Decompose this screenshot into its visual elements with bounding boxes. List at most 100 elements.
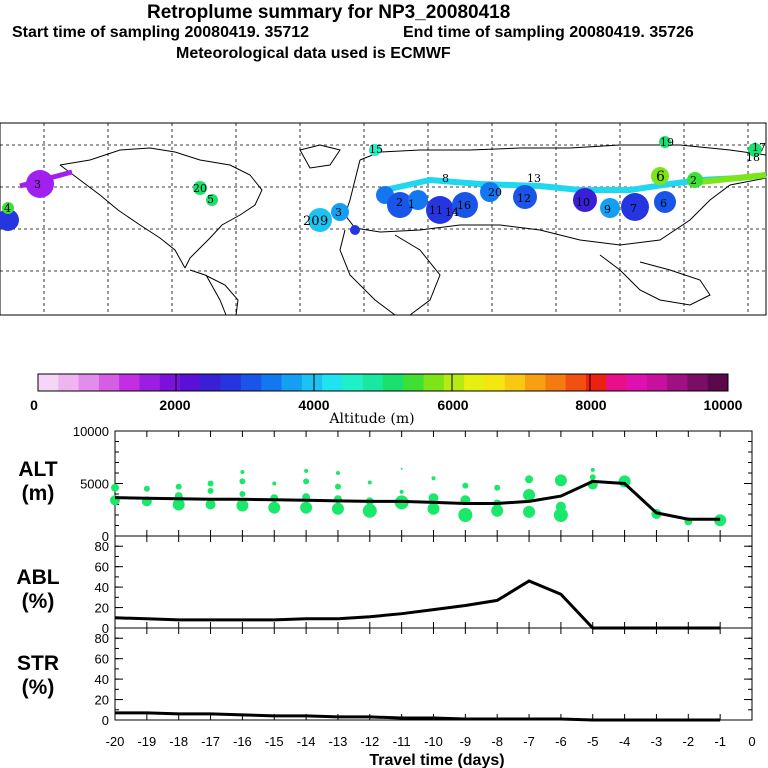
plume-label: 1 <box>408 198 415 211</box>
panel-frame <box>114 535 753 629</box>
plume-label: 10 <box>576 196 590 209</box>
colorbar-tick: 6000 <box>437 397 468 413</box>
y-tick-label: 80 <box>95 631 109 646</box>
alt-point <box>172 498 185 511</box>
alt-point <box>400 467 403 470</box>
alt-point <box>554 474 567 487</box>
colorbar-swatch <box>58 374 80 391</box>
plume-label: 6 <box>660 197 667 210</box>
colorbar-tick: 8000 <box>575 397 606 413</box>
colorbar-swatch <box>606 374 628 391</box>
alt-point <box>525 475 534 484</box>
x-tick-label: -16 <box>233 734 252 749</box>
colorbar-swatch <box>322 374 343 391</box>
colorbar-swatch <box>200 374 222 391</box>
y-tick-label: 5000 <box>80 477 109 492</box>
colorbar-swatch <box>545 374 567 391</box>
colorbar-swatch <box>646 374 668 391</box>
alt-point <box>555 501 566 512</box>
alt-ylabel-unit: (m) <box>22 482 55 505</box>
alt-point <box>236 499 249 512</box>
colorbar-swatch <box>362 374 384 391</box>
plume-label: 3 <box>34 178 41 191</box>
colorbar-swatch <box>281 374 303 391</box>
alt-point <box>207 480 214 487</box>
colorbar-swatch <box>626 374 648 391</box>
colorbar-swatch <box>403 374 425 391</box>
colorbar-swatch <box>687 374 709 391</box>
colorbar-ticks: 0 2000 4000 6000 8000 10000 <box>30 397 743 413</box>
plume-label: 18 <box>746 151 760 164</box>
sampling-end-label: End time of sampling 20080419. 35726 <box>403 24 694 41</box>
plume-label: 5 <box>207 193 214 206</box>
plume-label: 3 <box>335 206 342 219</box>
plume-markers <box>0 136 762 235</box>
colorbar-label: Altitude (m) <box>328 411 414 427</box>
plume-label: 9 <box>320 214 328 229</box>
alt-point <box>240 469 245 474</box>
alt-point <box>367 480 372 485</box>
plume-label: 19 <box>660 136 674 149</box>
x-axis-label: Travel time (days) <box>369 752 504 768</box>
y-tick-label: 20 <box>95 693 109 708</box>
colorbar-swatch <box>240 374 262 391</box>
x-tick-label: -2 <box>683 734 695 749</box>
plume-label: 11 <box>429 204 443 217</box>
x-tick-label: -19 <box>137 734 156 749</box>
plume-label: 6 <box>656 169 665 185</box>
y-tick-label: 40 <box>95 580 109 595</box>
x-tick-label: -17 <box>201 734 220 749</box>
colorbar-swatch <box>119 374 140 391</box>
abl-ylabel-unit: (%) <box>22 590 55 613</box>
str-line <box>115 711 721 722</box>
colorbar-swatch <box>383 374 404 391</box>
alt-point <box>175 483 182 490</box>
alt-point <box>523 489 536 502</box>
colorbar-swatch <box>78 374 100 391</box>
x-tick-label: -1 <box>714 734 726 749</box>
alt-point <box>428 493 439 504</box>
plume-label: 14 <box>445 206 459 219</box>
alt-point <box>491 504 504 517</box>
plume-label: 20 <box>193 182 207 195</box>
colorbar-swatch <box>464 374 485 391</box>
colorbar-swatch <box>504 374 526 391</box>
x-tick-label: -18 <box>169 734 188 749</box>
alt-point <box>523 505 536 518</box>
alt-point <box>427 502 440 515</box>
alt-point <box>300 501 313 514</box>
colorbar-swatch <box>565 374 587 391</box>
alt-point <box>303 478 310 485</box>
colorbar-frame <box>37 373 729 392</box>
alt-point <box>462 482 469 489</box>
colorbar-tick: 2000 <box>159 397 190 413</box>
colorbar-swatch <box>38 374 59 391</box>
x-tick-label: -3 <box>651 734 663 749</box>
plume-labels: 15 19 17 18 20 5 4 3 1 8 11 20 14 16 13 … <box>4 136 766 229</box>
alt-point <box>239 478 246 485</box>
x-tick-label: -11 <box>393 734 411 749</box>
colorbar-tick: 10000 <box>704 397 743 413</box>
x-tick-label: -9 <box>460 734 472 749</box>
y-tick-label: 60 <box>95 560 109 575</box>
colorbar-swatch <box>423 374 445 391</box>
plume-label: 2 <box>396 196 403 209</box>
colorbar-swatch <box>139 374 161 391</box>
colorbar-swatch <box>180 374 201 391</box>
x-tick-label: -4 <box>619 734 631 749</box>
alt-ylabel: ALT <box>18 458 57 481</box>
plume-label: 17 <box>752 141 766 154</box>
alt-point <box>111 483 119 492</box>
colorbar-tick: 4000 <box>298 397 329 413</box>
colorbar-swatch <box>98 374 120 391</box>
x-tick-label: -10 <box>424 734 443 749</box>
sampling-start-label: Start time of sampling 20080419. 35712 <box>12 24 310 41</box>
y-tick-label: 0 <box>102 713 109 728</box>
plume-label: 2 <box>690 174 697 187</box>
alt-point <box>431 476 436 481</box>
alt-point <box>362 503 377 518</box>
altitude-colorbar <box>37 373 729 392</box>
y-tick-label: 40 <box>95 672 109 687</box>
colorbar-tick: 0 <box>30 397 38 413</box>
